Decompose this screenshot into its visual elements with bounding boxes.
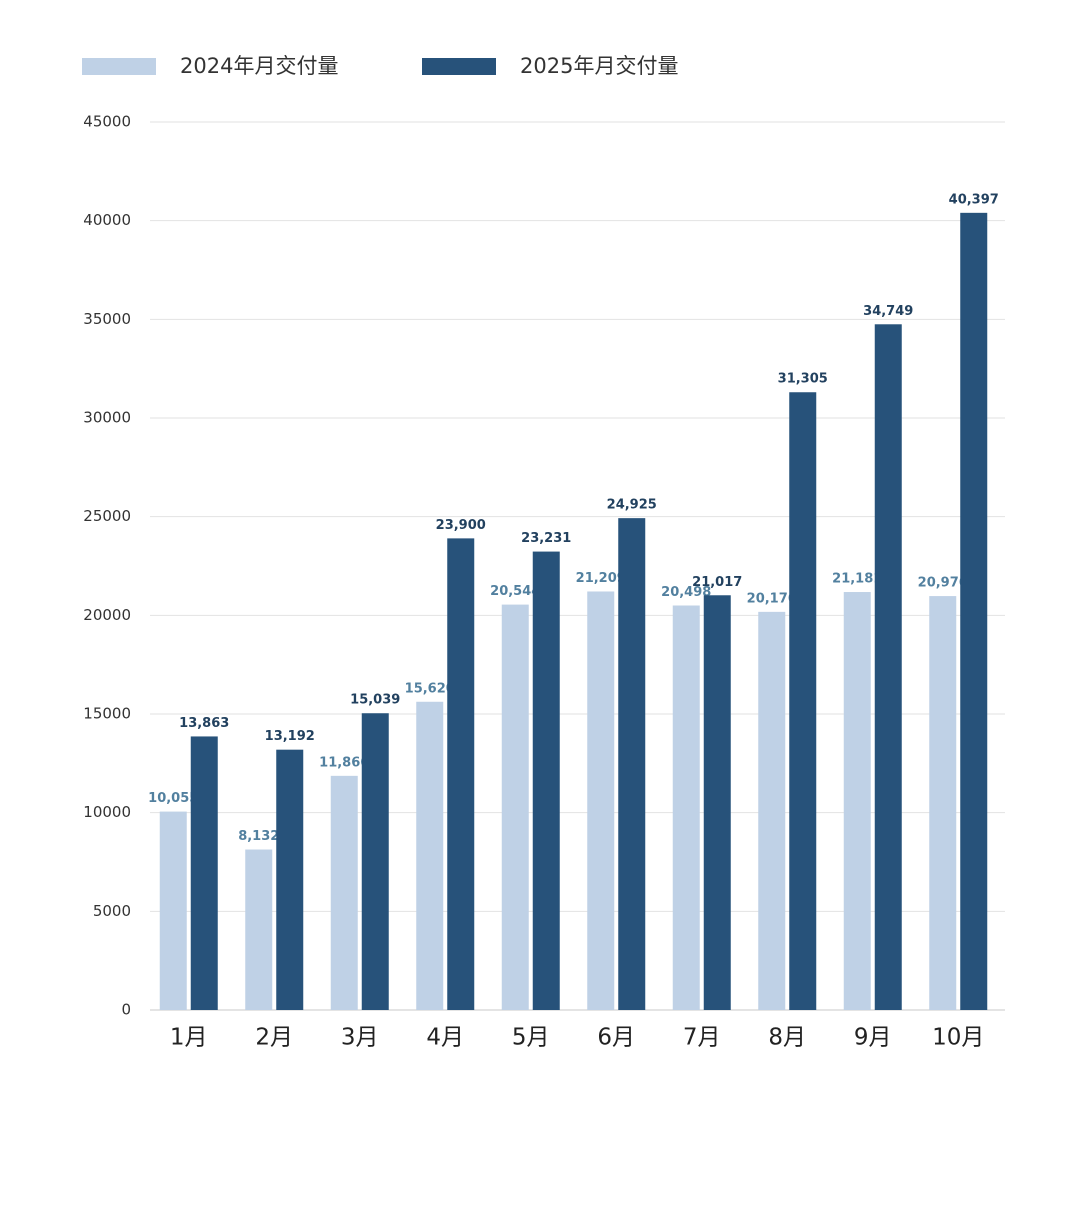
legend-swatch <box>82 58 156 75</box>
bar <box>672 605 700 1010</box>
value-label: 31,305 <box>778 372 828 387</box>
value-label: 23,900 <box>436 518 486 533</box>
value-label: 20,976 <box>918 576 968 591</box>
value-label: 21,209 <box>576 571 626 586</box>
x-tick-label: 1月 <box>170 1025 208 1051</box>
value-label: 13,192 <box>265 729 315 744</box>
bar <box>960 212 988 1011</box>
bar <box>874 324 902 1011</box>
value-label: 10,055 <box>148 791 198 806</box>
bar <box>532 551 560 1010</box>
x-tick-label: 5月 <box>512 1025 550 1051</box>
x-tick-label: 4月 <box>426 1025 464 1051</box>
bar <box>276 749 304 1010</box>
value-label: 20,544 <box>490 584 540 599</box>
y-tick-label: 10000 <box>83 803 131 821</box>
legend-swatch <box>422 58 496 75</box>
value-label: 24,925 <box>607 498 657 513</box>
x-tick-label: 9月 <box>854 1025 892 1051</box>
legend-label: 2024年月交付量 <box>180 54 338 78</box>
bar <box>447 538 475 1010</box>
value-label: 11,866 <box>319 755 369 770</box>
x-tick-label: 10月 <box>932 1025 984 1051</box>
value-label: 20,498 <box>661 585 711 600</box>
x-tick-label: 6月 <box>597 1025 635 1051</box>
value-label: 13,863 <box>179 716 229 731</box>
bar <box>416 701 444 1010</box>
y-tick-label: 20000 <box>83 606 131 624</box>
y-tick-label: 15000 <box>83 705 131 723</box>
y-tick-label: 0 <box>121 1001 131 1019</box>
bar <box>361 713 389 1010</box>
value-label: 21,017 <box>692 575 742 590</box>
bar <box>245 849 273 1010</box>
value-label: 8,132 <box>238 829 279 844</box>
value-label: 21,181 <box>832 572 882 587</box>
bar <box>159 811 187 1010</box>
x-tick-label: 2月 <box>255 1025 293 1051</box>
value-label: 23,231 <box>521 531 571 546</box>
y-tick-label: 35000 <box>83 310 131 328</box>
y-tick-label: 25000 <box>83 507 131 525</box>
bar <box>501 604 529 1010</box>
bar <box>190 736 218 1010</box>
legend-label: 2025年月交付量 <box>520 54 678 78</box>
bar <box>843 592 871 1010</box>
x-tick-label: 7月 <box>683 1025 721 1051</box>
y-tick-label: 40000 <box>83 211 131 229</box>
bar <box>703 595 731 1010</box>
value-label: 20,176 <box>747 591 797 606</box>
bar <box>929 596 957 1010</box>
value-label: 40,397 <box>949 192 999 207</box>
x-tick-label: 8月 <box>768 1025 806 1051</box>
x-tick-label: 3月 <box>341 1025 379 1051</box>
value-label: 15,039 <box>350 693 400 708</box>
bar <box>587 591 615 1010</box>
bar <box>758 611 786 1010</box>
bar <box>330 775 358 1010</box>
bar <box>618 518 646 1010</box>
y-tick-label: 45000 <box>83 113 131 131</box>
value-label: 15,620 <box>405 681 455 696</box>
y-tick-label: 30000 <box>83 409 131 427</box>
value-label: 34,749 <box>863 304 913 319</box>
bar <box>789 392 817 1010</box>
y-tick-label: 5000 <box>93 902 131 920</box>
